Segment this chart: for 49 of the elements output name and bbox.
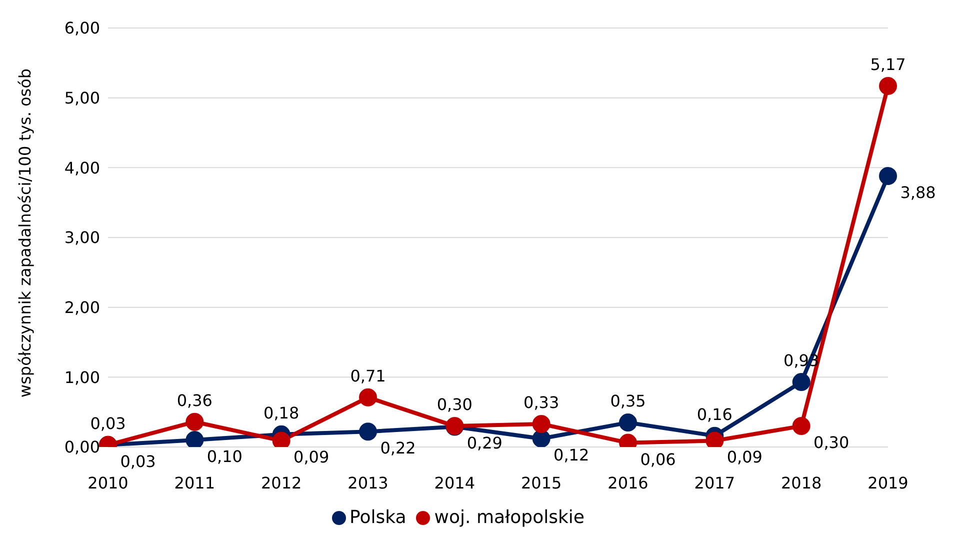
point <box>619 414 637 432</box>
data-label: 0,03 <box>90 414 126 433</box>
y-tick-label: 4,00 <box>64 158 100 178</box>
point <box>879 167 897 186</box>
data-label: 0,29 <box>466 434 502 453</box>
point <box>792 373 810 392</box>
point <box>359 388 377 406</box>
y-axis-title: współczynnik zapadalności/100 tys. osób <box>16 68 35 398</box>
y-tick-label: 1,00 <box>64 368 100 387</box>
x-tick-label: 2019 <box>868 473 908 492</box>
legend-label: Polska <box>350 507 406 528</box>
y-tick-label: 3,00 <box>64 228 100 248</box>
y-tick-label: 2,00 <box>64 298 100 318</box>
x-tick-label: 2018 <box>780 473 822 492</box>
data-label: 0,30 <box>814 433 850 452</box>
data-label: 0,30 <box>436 395 472 414</box>
y-tick-label: 6,00 <box>64 18 100 38</box>
data-label: 3,88 <box>900 183 936 202</box>
point <box>792 417 810 436</box>
data-label: 0,03 <box>120 452 156 471</box>
data-label: 0,12 <box>554 446 590 465</box>
y-tick-label: 0,00 <box>64 438 100 457</box>
x-tick-label: 2011 <box>174 473 216 492</box>
x-tick-label: 2014 <box>434 473 476 492</box>
point <box>879 76 897 95</box>
data-label: 0,33 <box>524 392 560 412</box>
y-tick-label: 5,00 <box>64 88 100 108</box>
x-tick-label: 2010 <box>88 473 128 492</box>
point <box>186 412 204 431</box>
data-label: 0,09 <box>726 448 762 467</box>
data-label: 0,71 <box>350 366 386 386</box>
data-label: 0,09 <box>294 448 330 467</box>
data-label: 0,16 <box>696 404 732 424</box>
data-label: 0,36 <box>176 390 212 410</box>
data-label: 0,10 <box>206 447 242 466</box>
x-tick-label: 2017 <box>694 473 736 492</box>
data-label: 0,18 <box>264 403 300 422</box>
data-label: 0,22 <box>380 438 416 458</box>
data-label: 5,17 <box>870 54 906 74</box>
x-tick-label: 2012 <box>260 473 302 492</box>
x-tick-label: 2016 <box>608 473 648 492</box>
data-label: 0,06 <box>640 450 676 469</box>
x-tick-label: 2015 <box>520 473 562 492</box>
point <box>532 414 550 433</box>
legend-label: woj. małopolskie <box>434 507 584 528</box>
data-label: 0,35 <box>610 392 646 411</box>
x-tick-label: 2013 <box>348 473 388 492</box>
point <box>532 430 550 447</box>
point <box>359 422 377 441</box>
